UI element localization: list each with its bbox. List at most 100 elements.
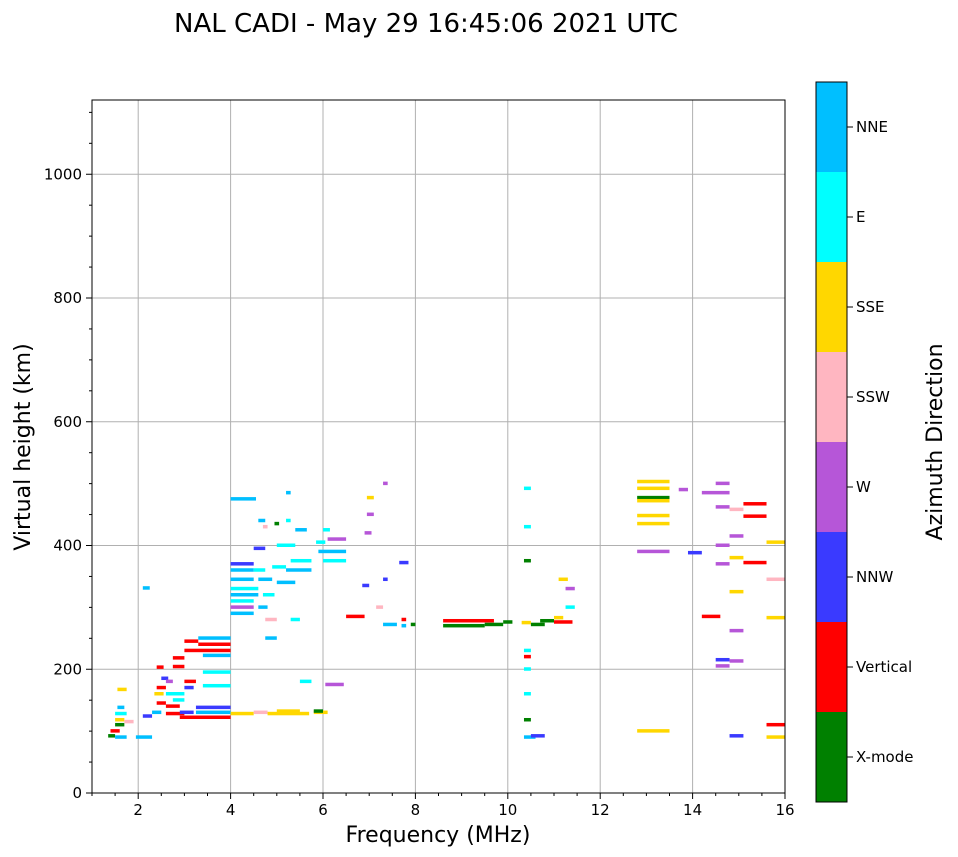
echo-trace	[401, 617, 407, 622]
echo-trace	[179, 715, 231, 720]
echo-trace	[230, 568, 254, 572]
echo-trace	[230, 497, 257, 501]
echo-trace	[715, 664, 730, 668]
echo-trace	[554, 620, 573, 624]
echo-trace	[523, 654, 531, 659]
echo-trace	[202, 653, 231, 658]
x-tick-label: 12	[591, 801, 610, 819]
echo-trace	[272, 565, 287, 569]
echo-trace	[410, 622, 416, 627]
echo-trace	[729, 507, 744, 512]
echo-trace	[135, 735, 153, 739]
echo-trace	[172, 698, 185, 702]
echo-trace	[366, 495, 374, 500]
echo-trace	[286, 490, 291, 495]
echo-trace	[715, 481, 730, 486]
echo-trace	[743, 560, 767, 565]
echo-trace	[142, 586, 150, 590]
echo-trace	[523, 717, 531, 722]
echo-trace	[262, 524, 268, 529]
x-tick-label: 10	[498, 801, 517, 819]
echo-trace	[108, 734, 116, 738]
colorbar-label: SSE	[856, 298, 885, 316]
echo-trace	[637, 513, 670, 518]
echo-trace	[715, 505, 730, 509]
colorbar-label: W	[856, 478, 871, 496]
echo-trace	[523, 558, 531, 563]
echo-trace	[443, 623, 485, 628]
echo-trace	[184, 685, 194, 690]
x-axis-label: Frequency (MHz)	[346, 823, 531, 848]
echo-trace	[678, 487, 688, 492]
grid-lines	[92, 100, 786, 794]
echo-trace	[115, 722, 125, 727]
echo-trace	[179, 710, 194, 715]
echo-trace	[161, 676, 169, 681]
echo-trace	[165, 704, 180, 708]
echo-trace	[521, 620, 531, 625]
echo-trace	[230, 605, 254, 609]
echo-trace	[503, 620, 513, 624]
echo-trace	[701, 614, 721, 619]
echo-trace	[195, 705, 231, 710]
echo-trace	[766, 577, 785, 582]
colorbar-title: Azimuth Direction	[923, 343, 948, 540]
y-tick-label: 600	[53, 413, 82, 431]
x-tick-label: 16	[775, 801, 794, 819]
echo-trace	[323, 528, 330, 532]
echo-trace	[265, 636, 277, 640]
echo-trace	[276, 543, 296, 547]
echo-trace	[142, 714, 153, 718]
y-tick-label: 1000	[44, 165, 82, 183]
x-tick-label: 6	[318, 801, 328, 819]
echo-trace	[230, 593, 259, 597]
colorbar-swatch	[816, 172, 847, 262]
echo-trace	[117, 705, 125, 710]
echo-trace	[383, 577, 388, 582]
echo-trace	[230, 562, 254, 566]
echo-trace	[276, 709, 300, 713]
echo-trace	[540, 618, 554, 623]
echo-trace	[637, 495, 670, 500]
echo-trace	[558, 577, 568, 582]
plot-background	[92, 100, 785, 793]
echo-trace	[383, 622, 397, 627]
colorbar-swatch	[816, 262, 847, 352]
echo-trace	[399, 560, 409, 565]
echo-trace	[523, 667, 531, 671]
echo-trace	[729, 734, 744, 738]
echo-trace	[156, 701, 166, 705]
colorbar-label: E	[856, 208, 865, 226]
colorbar-swatch	[816, 532, 847, 622]
echo-trace	[230, 599, 254, 603]
echo-trace	[687, 550, 702, 555]
echo-trace	[165, 679, 173, 684]
y-tick-label: 200	[53, 660, 82, 678]
echo-trace	[124, 719, 134, 724]
echo-trace	[253, 568, 266, 572]
echo-trace	[165, 692, 185, 696]
echo-trace	[523, 486, 531, 491]
echo-trace	[117, 687, 127, 692]
echo-trace	[554, 615, 564, 620]
echo-trace	[362, 583, 370, 588]
echo-trace	[715, 657, 730, 662]
echo-trace	[253, 710, 268, 715]
echo-trace	[766, 735, 785, 739]
echo-trace	[290, 558, 312, 563]
echo-trace	[701, 490, 730, 495]
echo-trace	[443, 618, 494, 623]
echo-trace	[115, 735, 127, 739]
x-tick-label: 4	[226, 801, 236, 819]
echo-trace	[156, 665, 164, 669]
echo-trace	[376, 605, 384, 609]
echo-trace	[230, 577, 254, 582]
echo-trace	[198, 636, 231, 640]
echo-trace	[152, 710, 162, 715]
echo-trace	[230, 586, 259, 591]
colorbar-label: NNW	[856, 568, 893, 586]
echo-trace	[523, 735, 536, 739]
echo-trace	[258, 605, 268, 609]
echo-trace	[267, 711, 310, 716]
x-axis: 2 4 6 8 10 12 14 16	[91, 793, 795, 819]
